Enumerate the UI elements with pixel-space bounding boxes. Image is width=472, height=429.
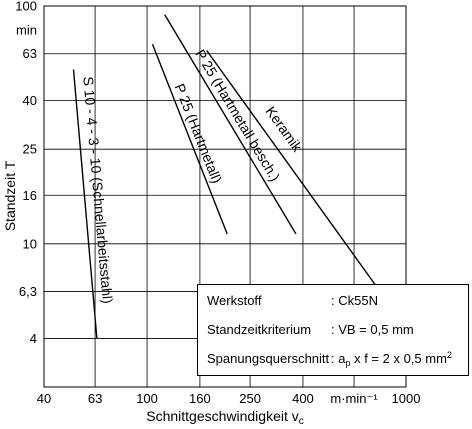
x-tick-label: 160 — [189, 391, 211, 406]
series-label: P 25 (Hartmetall) — [172, 81, 226, 185]
info-row-cross-section: Spanungsquerschnitt : ap x f = 2 x 0,5 m… — [198, 344, 468, 373]
y-tick-label: 6,3 — [19, 284, 37, 299]
y-axis-unit: min — [16, 22, 37, 37]
series-line-3 — [206, 50, 381, 292]
y-tick-label: 63 — [23, 46, 37, 61]
info-value-part: x f = 2 x 0,5 mm — [350, 351, 447, 366]
x-tick-label: 100 — [136, 391, 158, 406]
info-value-subscript: p — [345, 358, 351, 368]
y-tick-label: 40 — [23, 93, 37, 108]
series-line-2 — [164, 14, 297, 235]
info-row-material: Werkstoff : Ck55N — [198, 286, 468, 315]
info-row-criterion: Standzeitkriterium : VB = 0,5 mm — [198, 315, 468, 344]
x-axis-title: Schnittgeschwindigkeit vc — [146, 408, 304, 427]
y-tick-label: 16 — [23, 188, 37, 203]
info-value: : ap x f = 2 x 0,5 mm2 — [331, 344, 452, 373]
info-label: Spanungsquerschnitt — [207, 351, 330, 366]
info-label: Werkstoff — [207, 293, 262, 308]
info-label: Standzeitkriterium — [207, 322, 312, 337]
x-axis-unit: m·min⁻¹ — [330, 391, 378, 406]
series-line-0 — [72, 69, 98, 339]
series-label: S 10 - 4 - 3 - 10 (Schnellarbeitsstahl) — [80, 76, 116, 305]
x-tick-label: 40 — [37, 391, 51, 406]
y-axis-ticks: 100 63 40 25 16 10 6,3 4 min — [15, 0, 37, 346]
x-tick-label: 250 — [239, 391, 261, 406]
info-value: : VB = 0,5 mm — [331, 322, 414, 337]
x-tick-label: 400 — [292, 391, 314, 406]
info-value: : Ck55N — [331, 293, 378, 308]
info-box: Werkstoff : Ck55N Standzeitkriterium : V… — [197, 284, 469, 376]
series-label: Keramik — [263, 103, 307, 155]
x-axis-title-subscript: c — [299, 416, 304, 427]
y-tick-label: 25 — [23, 142, 37, 157]
y-tick-label: 10 — [23, 236, 37, 251]
x-tick-label: 1000 — [392, 391, 421, 406]
y-tick-label: 4 — [30, 331, 37, 346]
info-value-part: : a — [331, 351, 346, 366]
x-axis-title-main: Schnittgeschwindigkeit v — [146, 408, 299, 424]
x-axis-ticks: 40 63 100 160 250 400 1000 m·min⁻¹ — [37, 391, 421, 406]
x-tick-label: 63 — [88, 391, 102, 406]
y-tick-label: 100 — [15, 0, 37, 14]
y-axis-title: Standzeit T — [2, 160, 18, 231]
info-value-superscript: 2 — [446, 350, 452, 360]
plot-frame — [43, 5, 407, 388]
series-line-1 — [151, 44, 228, 235]
